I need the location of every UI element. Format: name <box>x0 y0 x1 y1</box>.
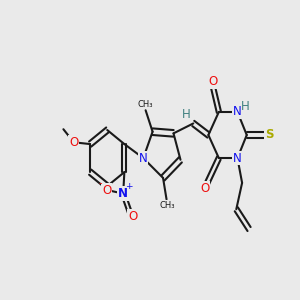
Text: CH₃: CH₃ <box>159 201 175 210</box>
Text: N: N <box>118 187 128 200</box>
Text: H: H <box>241 100 250 113</box>
Text: N: N <box>139 152 148 165</box>
Text: O: O <box>200 182 209 195</box>
Text: O: O <box>102 184 112 197</box>
Text: N: N <box>233 152 242 165</box>
Text: N: N <box>233 105 242 119</box>
Text: O: O <box>208 75 218 88</box>
Text: +: + <box>125 182 133 191</box>
Text: S: S <box>265 128 274 142</box>
Text: H: H <box>182 108 191 121</box>
Text: -: - <box>98 178 102 188</box>
Text: O: O <box>128 210 137 223</box>
Text: O: O <box>69 136 79 149</box>
Text: CH₃: CH₃ <box>138 100 153 109</box>
